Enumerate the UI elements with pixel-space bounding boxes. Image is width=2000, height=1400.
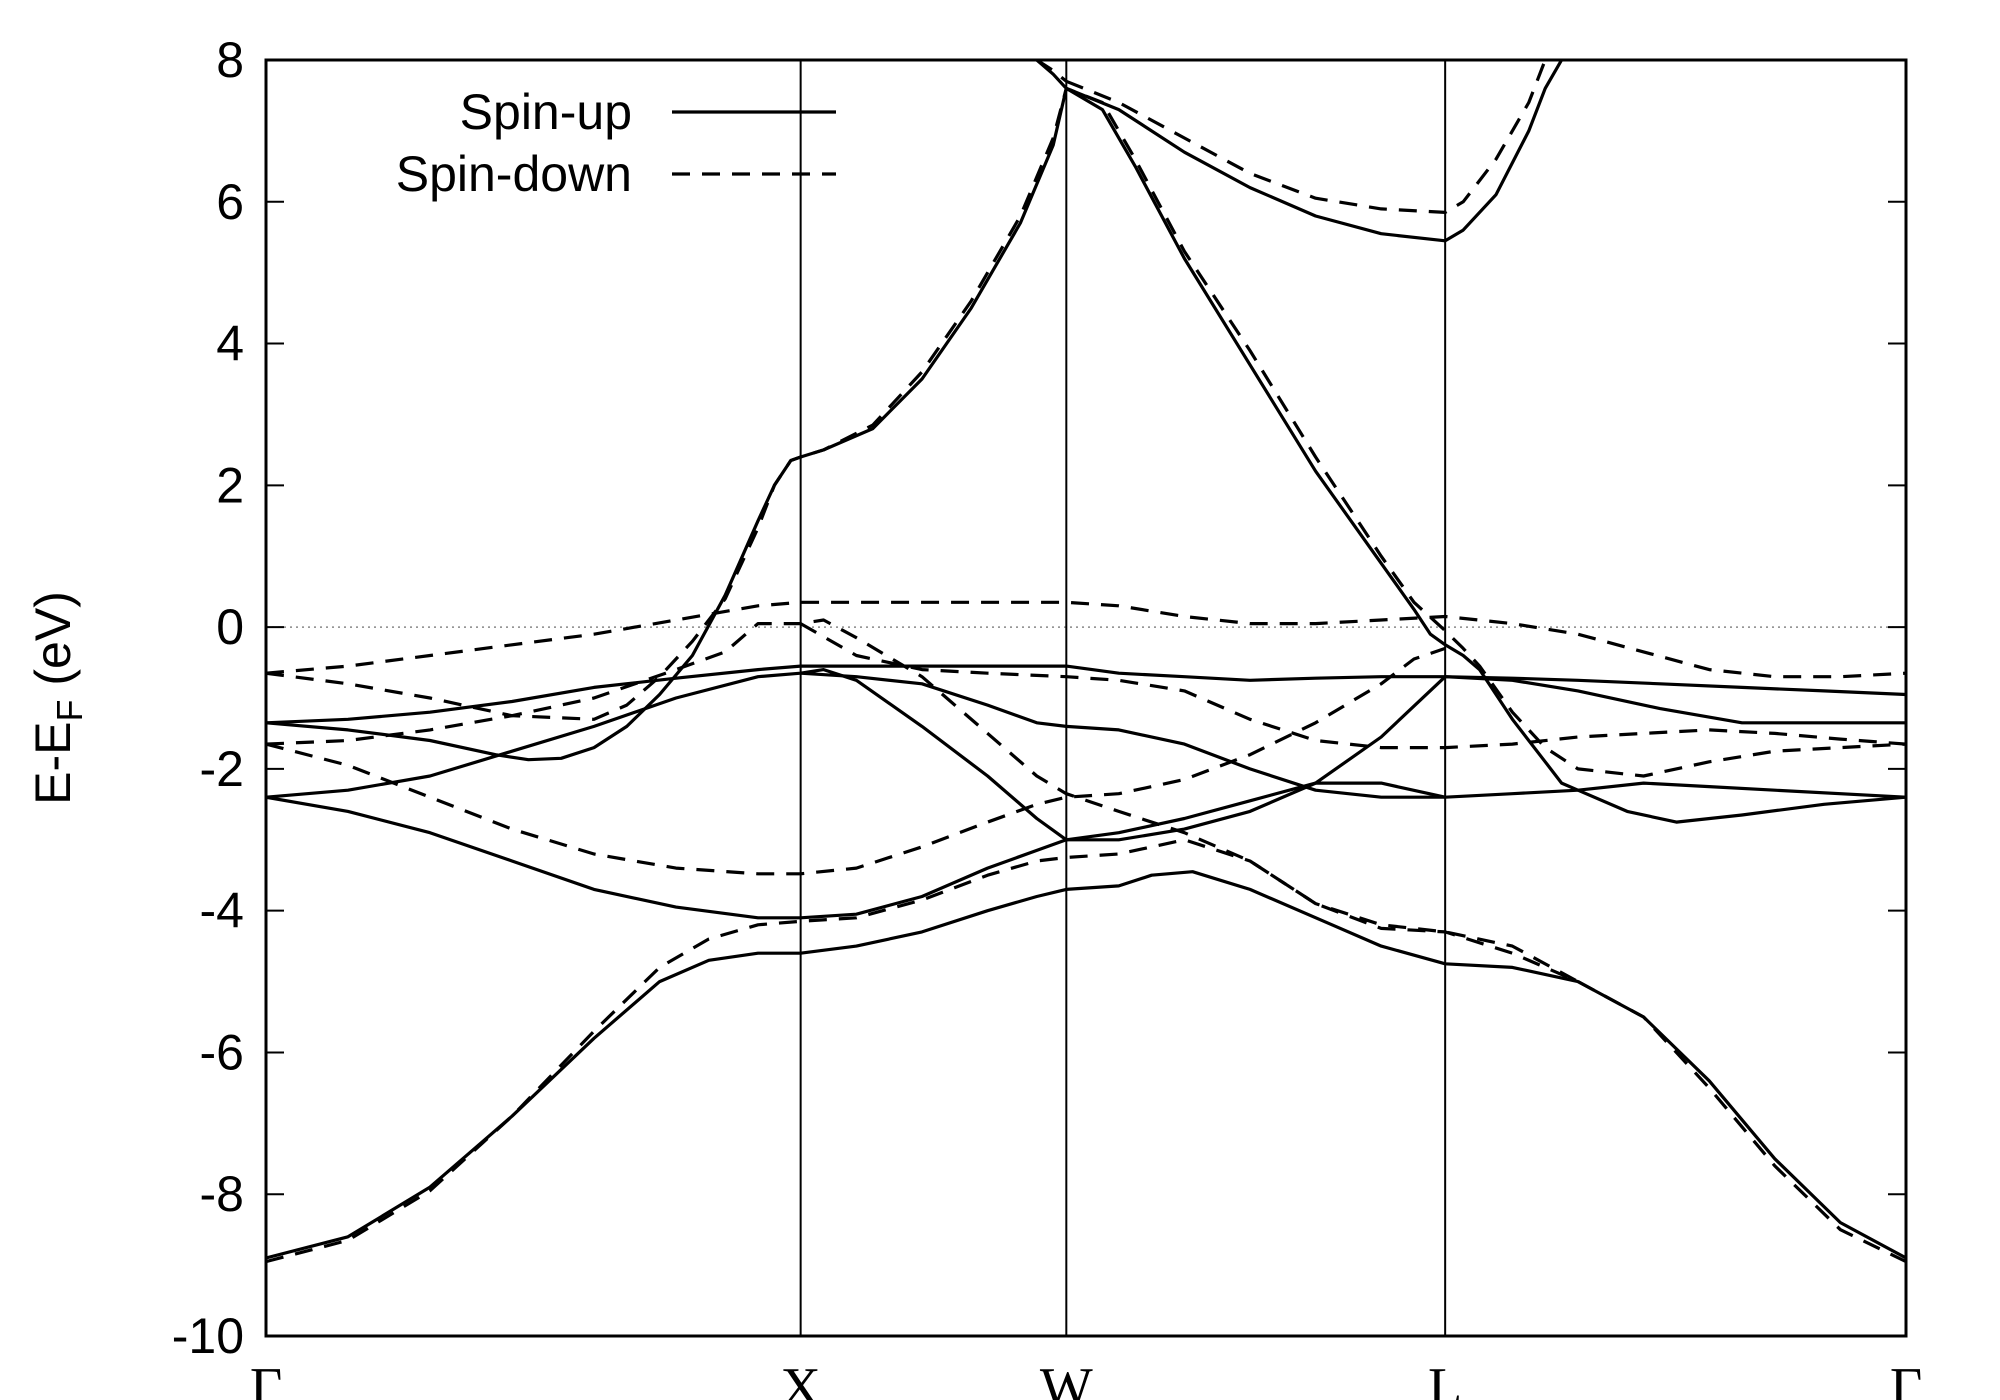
band-line bbox=[1065, 60, 1547, 214]
band-line bbox=[266, 838, 1906, 1264]
band-line bbox=[800, 671, 1446, 799]
x-tick-label: Γ bbox=[1890, 1357, 1922, 1400]
y-tick-label: -8 bbox=[200, 1166, 244, 1222]
y-tick-label: 8 bbox=[216, 32, 244, 88]
x-tick-label: L bbox=[1428, 1357, 1462, 1400]
series-spin-up bbox=[266, 60, 1906, 1260]
y-tick-label: 4 bbox=[216, 316, 244, 372]
y-tick-label: 2 bbox=[216, 457, 244, 513]
band-line bbox=[266, 646, 1446, 876]
legend-label: Spin-up bbox=[460, 84, 632, 140]
y-axis-label-subscript: F bbox=[49, 700, 90, 722]
high-symmetry-lines bbox=[799, 60, 1447, 1336]
plot-frame bbox=[264, 58, 1908, 1338]
y-tick-label: -4 bbox=[200, 883, 244, 939]
x-tick-label: X bbox=[780, 1357, 820, 1400]
band-line bbox=[1065, 86, 1446, 243]
band-line bbox=[266, 870, 1906, 1260]
band-line bbox=[266, 600, 1906, 679]
x-tick-label: Γ bbox=[250, 1357, 282, 1400]
bands-layer bbox=[266, 60, 1906, 1264]
band-line bbox=[266, 668, 1906, 842]
legend: Spin-up Spin-down bbox=[396, 84, 836, 202]
y-tick-label: -6 bbox=[200, 1024, 244, 1080]
y-tick-label: 0 bbox=[216, 599, 244, 655]
band-line bbox=[1035, 60, 1068, 83]
band-line bbox=[799, 622, 1906, 750]
band-line bbox=[266, 664, 1906, 725]
y-axis-ticks: -10 -8 -6 -4 -2 0 2 4 6 8 bbox=[172, 32, 1906, 1364]
y-tick-label: 6 bbox=[216, 174, 244, 230]
y-axis-label: E-EF (eV) bbox=[25, 591, 90, 805]
legend-label: Spin-down bbox=[396, 146, 632, 202]
band-line bbox=[1444, 60, 1563, 243]
band-line bbox=[266, 618, 1579, 984]
series-spin-down bbox=[266, 60, 1906, 1264]
y-axis-label-main: E-E bbox=[25, 722, 81, 805]
y-tick-label: -2 bbox=[200, 741, 244, 797]
y-tick-label: -10 bbox=[172, 1308, 244, 1364]
x-tick-label: W bbox=[1040, 1357, 1093, 1400]
y-axis-label-unit: (eV) bbox=[25, 591, 81, 699]
